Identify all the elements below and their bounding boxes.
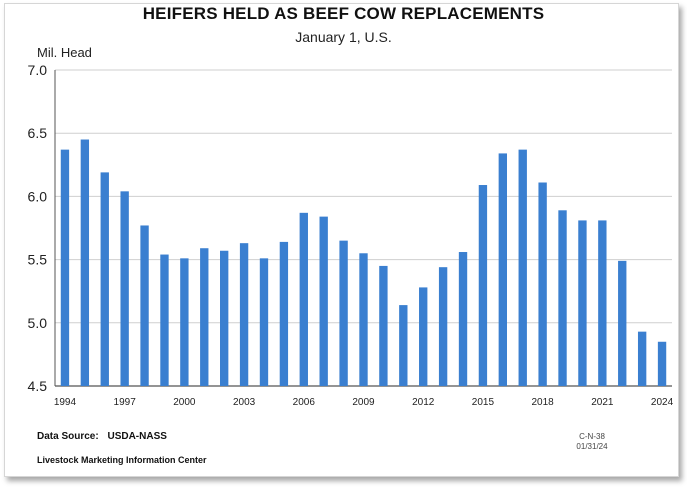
bar-2004: [259, 258, 269, 386]
y-tick-label: 6.0: [28, 188, 48, 204]
y-tick-label: 5.0: [28, 315, 48, 331]
x-tick-label: 2021: [591, 397, 614, 408]
bar-1999: [160, 254, 169, 386]
bar-2003: [239, 243, 249, 386]
bar-2023: [637, 331, 647, 386]
y-tick-label: 5.5: [28, 252, 48, 268]
bar-1997: [120, 191, 129, 386]
bar-2024: [657, 341, 667, 386]
bar-2011: [399, 305, 408, 386]
publisher-name: Livestock Marketing Information Center: [37, 455, 207, 465]
x-tick-label: 2000: [173, 397, 196, 408]
x-tick-label: 2024: [651, 397, 674, 408]
bar-1998: [140, 225, 149, 386]
chart-code-id: C-N-38: [579, 432, 605, 441]
x-tick-label: 1997: [114, 397, 137, 408]
bar-2010: [379, 265, 388, 386]
bar-2001: [200, 248, 209, 386]
chart-title: HEIFERS HELD AS BEEF COW REPLACEMENTS: [142, 4, 545, 23]
bar-2002: [220, 250, 229, 386]
x-tick-label: 2003: [233, 397, 256, 408]
chart-subtitle: January 1, U.S.: [295, 29, 392, 45]
x-tick-labels: 1994 1997 2000 2003 2006 2009 2012 2015 2018 2021…: [54, 397, 674, 408]
bar-2005: [279, 241, 289, 386]
bar-2006: [299, 212, 308, 386]
bar-2020: [578, 220, 587, 386]
bar-1995: [80, 139, 90, 386]
y-tick-label: 6.5: [28, 125, 48, 141]
data-source-label: Data Source:: [37, 431, 99, 442]
bar-2019: [558, 210, 567, 386]
bar-2013: [438, 267, 448, 386]
bar-2017: [518, 149, 527, 386]
bar-1996: [100, 172, 109, 386]
x-tick-label: 2018: [532, 397, 555, 408]
data-source: Data Source: USDA-NASS: [37, 431, 167, 442]
y-tick-label: 4.5: [28, 378, 48, 394]
bar-2016: [498, 153, 507, 386]
bar-2021: [598, 220, 607, 386]
bar-2014: [458, 252, 468, 386]
y-tick-labels: 7.0 6.5 6.0 5.5 5.0 4.5: [28, 62, 48, 394]
data-source-value: USDA-NASS: [107, 431, 167, 442]
chart-code: C-N-38 01/31/24: [562, 432, 622, 452]
bar-2015: [478, 185, 488, 386]
bar-2008: [339, 240, 348, 386]
bar-2007: [319, 216, 328, 386]
y-axis-label: Mil. Head: [37, 45, 92, 60]
bar-2022: [618, 260, 627, 386]
bar-2018: [538, 182, 547, 386]
y-tick-label: 7.0: [28, 62, 48, 78]
x-tick-label: 2009: [352, 397, 375, 408]
x-tick-label: 1994: [54, 397, 77, 408]
bar-2012: [419, 287, 428, 386]
x-tick-label: 2012: [412, 397, 435, 408]
bar-2000: [180, 258, 189, 386]
bar-2009: [359, 253, 368, 386]
x-tick-label: 2006: [293, 397, 316, 408]
x-tick-label: 2015: [472, 397, 495, 408]
bars: [60, 139, 667, 386]
chart-code-date: 01/31/24: [576, 442, 608, 451]
bar-1994: [60, 149, 70, 386]
